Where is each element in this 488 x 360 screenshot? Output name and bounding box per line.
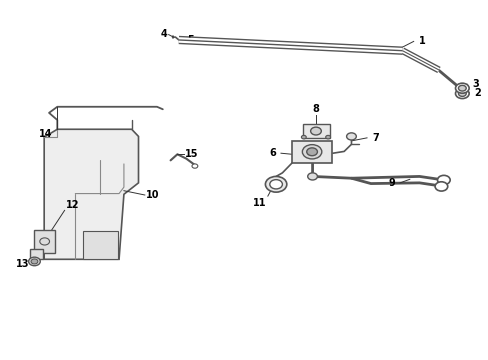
Text: 6: 6	[269, 148, 276, 158]
Bar	[83, 231, 118, 259]
Circle shape	[302, 145, 321, 159]
Text: 9: 9	[387, 178, 394, 188]
Text: 1: 1	[418, 36, 425, 46]
Text: 8: 8	[312, 104, 319, 114]
Circle shape	[310, 127, 321, 135]
Circle shape	[455, 89, 468, 99]
Circle shape	[192, 164, 198, 168]
Circle shape	[307, 173, 317, 180]
Polygon shape	[44, 129, 138, 259]
Text: 14: 14	[39, 129, 52, 139]
Text: 15: 15	[184, 149, 198, 159]
Circle shape	[325, 135, 330, 139]
Circle shape	[437, 175, 449, 185]
Bar	[291, 141, 331, 163]
Text: 5: 5	[187, 35, 193, 45]
Text: 11: 11	[253, 198, 266, 208]
Bar	[34, 230, 55, 253]
Circle shape	[458, 91, 465, 96]
Text: 12: 12	[65, 200, 79, 210]
Bar	[30, 249, 43, 259]
Bar	[302, 124, 329, 138]
Circle shape	[301, 135, 305, 139]
Circle shape	[265, 176, 286, 192]
Text: 7: 7	[371, 133, 378, 143]
Circle shape	[269, 180, 282, 189]
Circle shape	[40, 238, 49, 245]
Circle shape	[458, 85, 465, 91]
Text: 3: 3	[471, 79, 478, 89]
Text: 4: 4	[161, 29, 167, 39]
Circle shape	[434, 182, 447, 191]
Text: 2: 2	[473, 88, 480, 98]
Circle shape	[31, 259, 38, 264]
Circle shape	[306, 148, 317, 156]
Circle shape	[346, 133, 356, 140]
Circle shape	[29, 257, 40, 266]
Circle shape	[455, 83, 468, 93]
Text: 13: 13	[16, 258, 30, 269]
Text: 10: 10	[145, 190, 159, 201]
